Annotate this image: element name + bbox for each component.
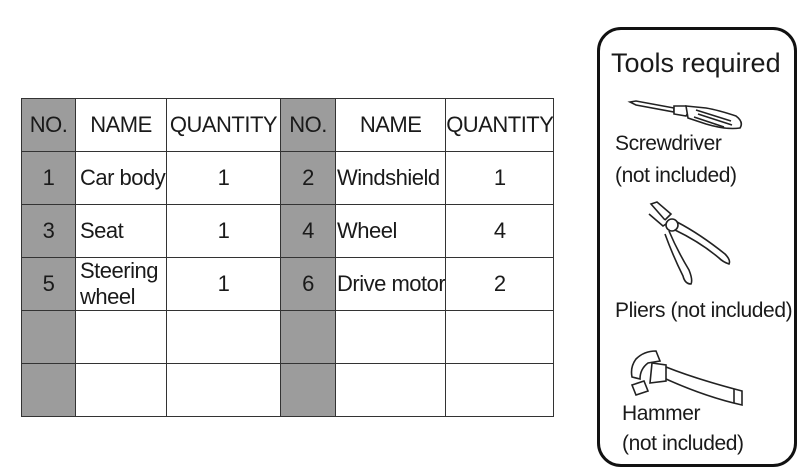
cell-quantity: 2	[445, 257, 555, 311]
cell-no	[21, 363, 76, 417]
header-name: NAME	[75, 98, 167, 152]
table-row-empty	[21, 310, 555, 364]
parts-table: NO. NAME QUANTITY NO. NAME QUANTITY 1 Ca…	[21, 98, 555, 417]
header-no: NO.	[280, 98, 336, 152]
screwdriver-label: Screwdriver	[615, 132, 722, 155]
cell-no	[280, 310, 336, 364]
hammer-icon	[630, 350, 743, 406]
cell-no: 4	[280, 204, 336, 258]
cell-no: 1	[21, 151, 76, 205]
cell-name: Car body	[75, 151, 167, 205]
cell-quantity	[445, 363, 555, 417]
table-header-row: NO. NAME QUANTITY NO. NAME QUANTITY	[21, 98, 555, 152]
cell-name: Wheel	[334, 204, 447, 258]
tools-required-panel: Tools required Screwdriver (not included…	[597, 27, 797, 467]
table-row: 3 Seat 1 4 Wheel 4	[21, 204, 555, 258]
cell-quantity: 1	[445, 151, 555, 205]
hammer-note: (not included)	[622, 432, 744, 455]
cell-quantity: 4	[445, 204, 555, 258]
cell-no: 2	[280, 151, 336, 205]
cell-quantity: 1	[166, 204, 281, 258]
cell-quantity	[166, 310, 281, 364]
hammer-label: Hammer	[622, 402, 701, 425]
table-row: 5 Steering wheel 1 6 Drive motor 2	[21, 257, 555, 311]
table-row: 1 Car body 1 2 Windshield 1	[21, 151, 555, 205]
cell-name: Drive motor	[334, 257, 447, 311]
cell-name	[334, 310, 447, 364]
tools-title: Tools required	[611, 48, 781, 78]
cell-no	[21, 310, 76, 364]
cell-quantity: 1	[166, 151, 281, 205]
cell-name: Steering wheel	[75, 257, 167, 311]
table-row-empty	[21, 363, 555, 417]
cell-name	[334, 363, 447, 417]
cell-name: Seat	[75, 204, 167, 258]
cell-no	[280, 363, 336, 417]
cell-no: 6	[280, 257, 336, 311]
cell-name: Windshield	[334, 151, 447, 205]
pliers-icon	[648, 201, 731, 285]
header-quantity: QUANTITY	[445, 98, 555, 152]
cell-quantity	[166, 363, 281, 417]
cell-quantity	[445, 310, 555, 364]
header-name: NAME	[334, 98, 447, 152]
cell-name	[75, 363, 167, 417]
header-no: NO.	[21, 98, 76, 152]
cell-no: 3	[21, 204, 76, 258]
pliers-label: Pliers (not included)	[615, 299, 793, 322]
screwdriver-icon	[627, 100, 743, 130]
cell-name	[75, 310, 167, 364]
cell-quantity: 1	[166, 257, 281, 311]
header-quantity: QUANTITY	[166, 98, 281, 152]
cell-no: 5	[21, 257, 76, 311]
screwdriver-note: (not included)	[615, 164, 737, 187]
